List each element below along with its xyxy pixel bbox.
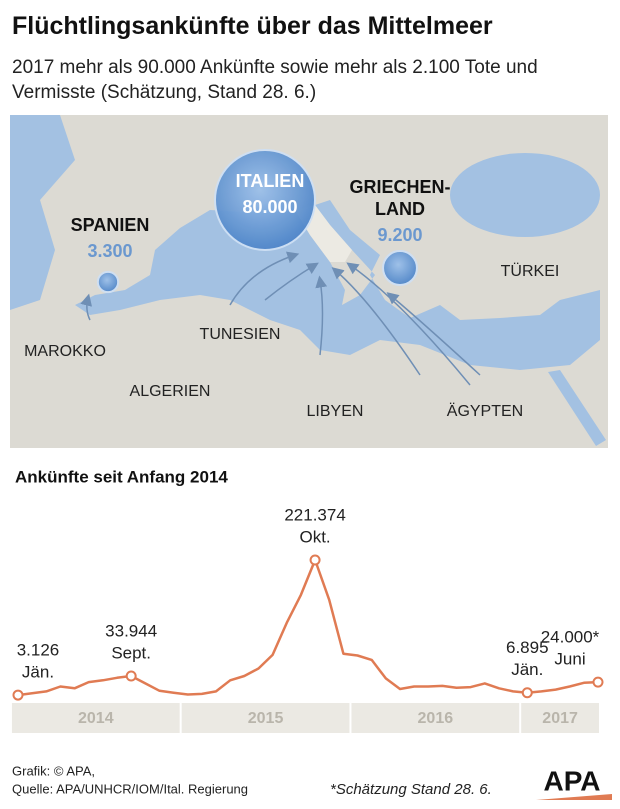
country-label: ALGERIEN	[130, 383, 211, 400]
title: Flüchtlingsankünfte über das Mittelmeer	[12, 12, 493, 40]
category-label: Jän.	[22, 663, 54, 682]
route	[229, 251, 300, 306]
line	[17, 558, 599, 697]
point	[309, 554, 321, 566]
value-label: 6.895	[506, 638, 549, 657]
year-band	[11, 703, 180, 733]
bubble	[382, 250, 418, 286]
country-label: TUNESIEN	[200, 326, 281, 343]
category-label: Juni	[554, 650, 585, 669]
bubble	[214, 149, 316, 251]
point	[125, 670, 137, 682]
value-label: 33.944	[105, 621, 157, 640]
country-label: LIBYEN	[307, 403, 364, 420]
country-label: MAROKKO	[24, 343, 106, 360]
point	[592, 676, 604, 688]
mediterranean	[75, 200, 600, 370]
year-band	[521, 703, 599, 733]
value-label: 3.126	[17, 641, 60, 660]
route	[346, 262, 471, 386]
year-band	[351, 703, 520, 733]
logo: APA	[543, 765, 600, 796]
bubble-name: GRIECHEN-	[349, 177, 450, 197]
value-label: 24.000*	[541, 628, 600, 647]
value-label: 221.374	[284, 505, 345, 524]
country-label: ÄGYPTEN	[447, 402, 523, 420]
subtitle: 2017 mehr als 90.000 Ankünfte sowie mehr…	[12, 57, 538, 103]
routes	[80, 251, 481, 386]
year-label: 2014	[78, 710, 114, 727]
credit: Grafik: © APA,	[12, 763, 95, 778]
point	[12, 689, 24, 701]
bubble	[96, 270, 120, 294]
bubble-name: LAND	[375, 199, 425, 219]
category-label: Sept.	[111, 643, 151, 662]
bubble-value: 3.300	[87, 241, 132, 261]
route	[264, 262, 319, 301]
atlantic	[10, 115, 75, 310]
route	[80, 293, 93, 321]
year-label: 2016	[418, 710, 454, 727]
route	[331, 267, 421, 376]
year-label: 2017	[542, 710, 578, 727]
category-label: Okt.	[299, 527, 330, 546]
year-band	[181, 703, 350, 733]
red-sea	[548, 370, 606, 446]
source: Quelle: APA/UNHCR/IOM/Ital. Regierung	[12, 781, 248, 796]
bubble-value: 9.200	[377, 225, 422, 245]
point	[521, 687, 533, 699]
route	[386, 292, 481, 376]
bubble-name: SPANIEN	[71, 215, 150, 235]
logo-accent	[536, 794, 612, 800]
route	[315, 275, 328, 356]
year-label: 2015	[248, 710, 284, 727]
bubble-value: 80.000	[242, 197, 297, 217]
category-label: Jän.	[511, 660, 543, 679]
footnote: *Schätzung Stand 28. 6.	[330, 781, 492, 798]
country-label: TÜRKEI	[501, 262, 560, 280]
chart-title: Ankünfte seit Anfang 2014	[15, 467, 228, 486]
black-sea	[450, 153, 600, 237]
bubble-name: ITALIEN	[236, 171, 305, 191]
